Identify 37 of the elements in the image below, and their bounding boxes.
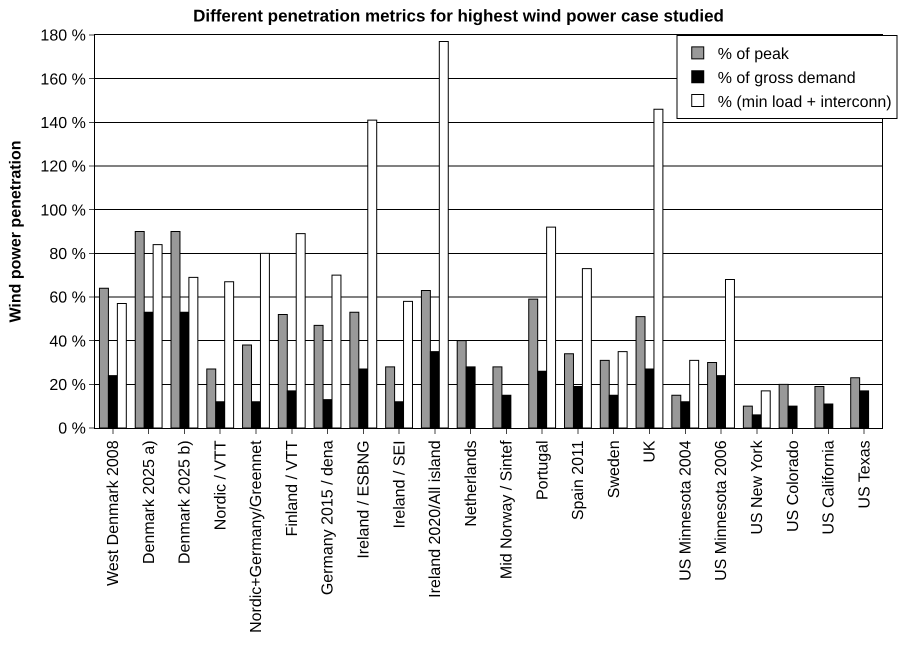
y-tick-label: 160 % xyxy=(40,71,86,88)
y-tick-label: 0 % xyxy=(58,420,86,438)
chart-title: Different penetration metrics for highest wind power case studied xyxy=(193,6,724,26)
y-axis-title: Wind power penetration xyxy=(7,140,24,323)
y-tick-label: 60 % xyxy=(49,290,86,307)
x-tick-label: US Texas xyxy=(856,440,874,509)
x-tick-label: Denmark 2025 b) xyxy=(176,440,194,564)
y-tick-label: 100 % xyxy=(40,202,86,220)
legend-label: % (min load + interconn) xyxy=(718,94,892,111)
x-tick-label: US Minnesota 2004 xyxy=(677,440,694,581)
legend-label: % of peak xyxy=(718,46,790,64)
x-tick-label: West Denmark 2008 xyxy=(105,440,122,586)
x-tick-label: US Colorado xyxy=(784,440,802,532)
x-tick-label: US New York xyxy=(749,439,766,535)
x-tick-label: Ireland / ESBNG xyxy=(356,440,372,559)
x-tick-label: UK xyxy=(642,440,659,463)
x-tick-label: Sweden xyxy=(606,440,623,498)
legend-label: % of gross demand xyxy=(718,70,856,87)
y-tick-label: 20 % xyxy=(49,376,86,394)
y-tick-label: 40 % xyxy=(49,333,86,350)
x-tick-label: Nordic+Germany/Greennet xyxy=(248,440,266,633)
x-tick-label: Nordic / VTT xyxy=(212,440,230,530)
x-tick-label: Germany 2015 / dena xyxy=(320,440,337,596)
x-tick-label: Finland / VTT xyxy=(284,440,301,536)
x-tick-label: Ireland / SEI xyxy=(391,440,408,528)
x-tick-label: Ireland 2020/All island xyxy=(427,440,444,598)
x-tick-label: Spain 2011 xyxy=(570,440,588,520)
x-tick-label: Mid Norway / Sintef xyxy=(498,440,516,580)
x-tick-label: US California xyxy=(820,440,838,535)
x-tick-label: Portugal xyxy=(534,440,552,500)
y-tick-label: 140 % xyxy=(40,114,86,132)
x-tick-label: Denmark 2025 a) xyxy=(140,440,158,564)
y-tick-label: 80 % xyxy=(49,246,86,263)
x-tick-label: US Minnesota 2006 xyxy=(713,440,730,581)
y-tick-label: 180 % xyxy=(40,28,86,45)
x-tick-label: Netherlands xyxy=(462,440,480,527)
y-tick-label: 120 % xyxy=(40,158,86,176)
